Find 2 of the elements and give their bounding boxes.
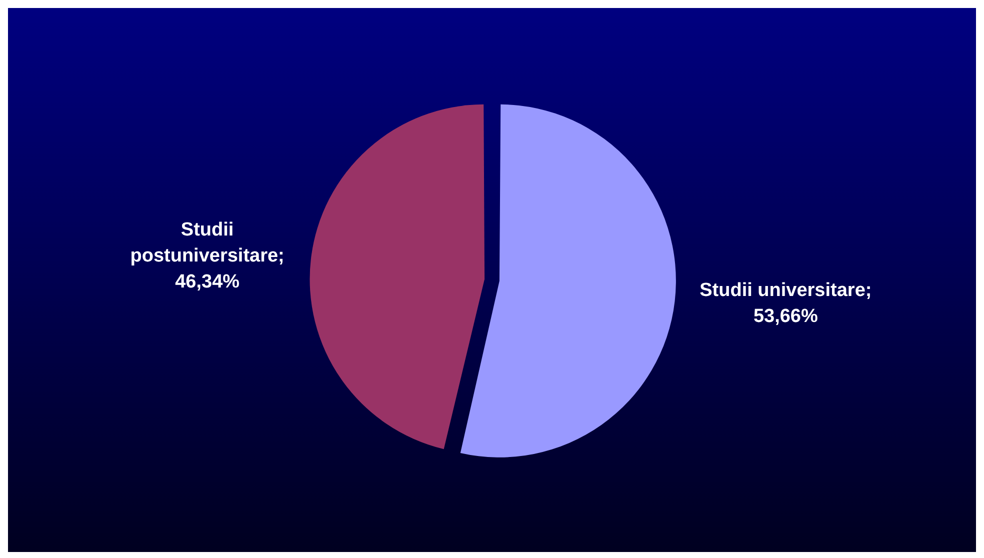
slice-label: Studii universitare; 53,66% <box>700 280 872 328</box>
slice-label: Studii postuniversitare; 46,34% <box>130 219 284 292</box>
